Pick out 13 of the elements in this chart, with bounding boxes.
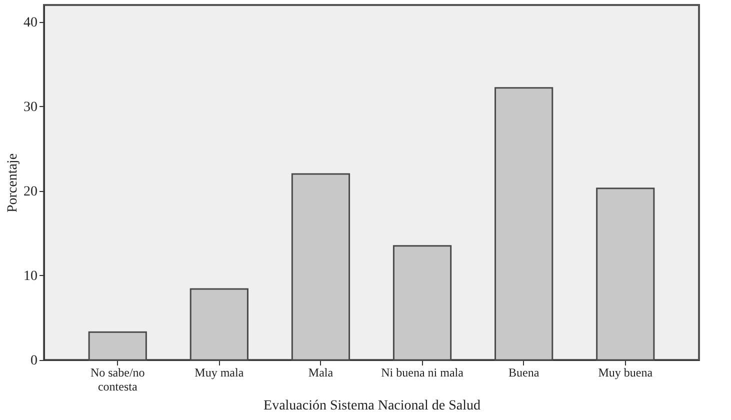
- x-tick-label: Muy buena: [598, 366, 654, 380]
- x-tick-label: Ni buena ni mala: [381, 366, 464, 380]
- x-tick-label: Mala: [308, 366, 334, 380]
- y-tick-label: 30: [24, 100, 38, 115]
- x-tick-label: Buena: [508, 366, 540, 380]
- x-tick-label: No sabe/no contesta: [90, 366, 145, 394]
- y-tick-label: 40: [24, 15, 38, 30]
- y-axis-title: Porcentaje: [6, 153, 20, 213]
- y-tick-label: 0: [30, 354, 38, 368]
- y-tick-label: 10: [24, 268, 38, 284]
- y-tick-label: 20: [24, 184, 38, 200]
- x-tick-label: Muy mala: [194, 366, 244, 380]
- x-axis-title: Evaluación Sistema Nacional de Salud: [264, 398, 480, 414]
